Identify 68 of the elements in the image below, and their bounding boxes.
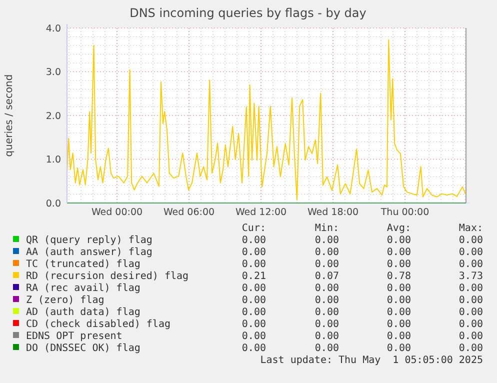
text: 0.00 (314, 259, 339, 270)
x-tick-label: Wed 18:00 (307, 207, 359, 218)
text: 0.00 (386, 247, 411, 258)
text: Max: (458, 223, 483, 234)
text: 0.00 (242, 319, 266, 330)
text: 0.07 (314, 271, 339, 282)
legend-label: AD (auth data) flag (26, 307, 140, 318)
text: 0.00 (242, 331, 266, 342)
text: 0.00 (314, 307, 339, 318)
y-tick-label: 0.0 (46, 198, 61, 210)
legend-label: EDNS OPT present (26, 331, 122, 342)
text: 0.00 (314, 319, 339, 330)
legend-label: DO (DNSSEC OK) flag (26, 343, 140, 354)
text: 0.00 (242, 343, 266, 354)
text: 0.00 (314, 235, 339, 246)
text: 0.00 (458, 331, 483, 342)
text: 0.00 (314, 295, 339, 306)
text: 0.00 (458, 283, 483, 294)
text: 3.73 (458, 271, 483, 282)
text: 0.00 (386, 343, 411, 354)
legend-label: TC (truncated) flag (26, 259, 140, 270)
y-tick-label: 3.0 (46, 67, 61, 78)
text: 0.00 (386, 235, 411, 246)
text: 0.00 (314, 247, 339, 258)
text: 0.00 (386, 319, 411, 330)
x-tick-label: Wed 06:00 (163, 207, 215, 218)
y-tick-label: 4.0 (46, 23, 61, 34)
text: 0.00 (386, 259, 411, 270)
text: Avg: (386, 223, 411, 234)
text: 0.00 (242, 283, 266, 294)
text: 0.00 (242, 259, 266, 270)
text: Cur: (242, 223, 266, 234)
chart-title: DNS incoming queries by flags - by day (130, 6, 366, 20)
y-axis-title: queries / second (4, 74, 15, 157)
text: 0.00 (314, 283, 339, 294)
legend-label: Z (zero) flag (26, 295, 104, 306)
text: 0.00 (458, 247, 483, 258)
text: 0.78 (386, 271, 411, 282)
text: 0.00 (314, 343, 339, 354)
text: 0.00 (386, 283, 411, 294)
line-series (66, 39, 466, 200)
text: Min: (314, 223, 339, 234)
text: 0.00 (458, 235, 483, 246)
text: 0.00 (458, 295, 483, 306)
legend-label: CD (check disabled) flag (26, 319, 170, 330)
y-tick-label: 1.0 (46, 154, 61, 166)
text: 0.00 (386, 331, 411, 342)
legend-label: AA (auth answer) flag (26, 247, 152, 258)
x-tick-label: Thu 00:00 (380, 207, 430, 218)
x-tick-label: Wed 00:00 (91, 207, 143, 218)
text: 0.00 (458, 307, 483, 318)
text: 0.00 (242, 235, 266, 246)
text: 0.00 (458, 319, 483, 330)
text: 0.00 (386, 295, 411, 306)
text: Last update: Thu May 1 05:05:00 2025 (260, 355, 483, 366)
text: 0.00 (458, 259, 483, 270)
text: 0.00 (242, 295, 266, 306)
y-tick-label: 2.0 (46, 110, 61, 122)
legend-label: RA (rec avail) flag (26, 283, 140, 294)
x-tick-label: Wed 12:00 (235, 207, 287, 218)
legend-label: QR (query reply) flag (26, 235, 152, 246)
text: 0.00 (458, 343, 483, 354)
text: 0.00 (242, 307, 266, 318)
legend-label: RD (recursion desired) flag (26, 271, 189, 282)
text: 0.00 (314, 331, 339, 342)
text: 0.00 (242, 247, 266, 258)
text: 0.00 (386, 307, 411, 318)
text: 0.21 (242, 271, 266, 282)
